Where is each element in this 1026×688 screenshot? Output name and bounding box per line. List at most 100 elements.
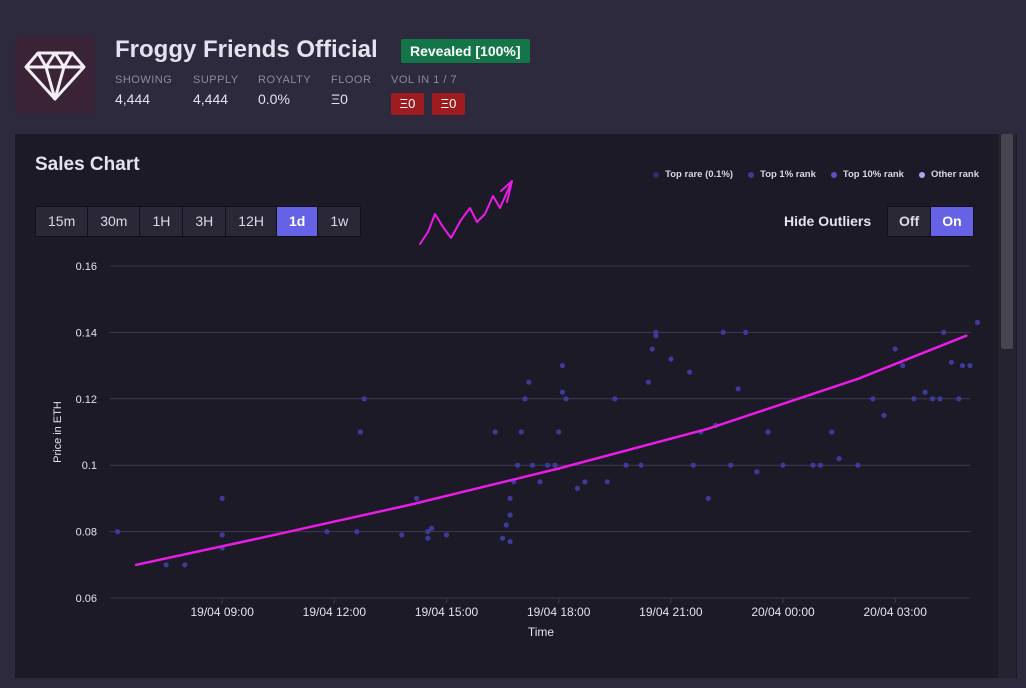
sale-point[interactable]: [911, 396, 917, 402]
x-tick-label: 19/04 15:00: [415, 605, 479, 619]
sale-point[interactable]: [515, 462, 521, 468]
sale-point[interactable]: [765, 429, 771, 435]
stat-supply: SUPPLY 4,444: [193, 74, 239, 107]
x-tick-label: 20/04 03:00: [864, 605, 928, 619]
sale-point[interactable]: [507, 539, 513, 545]
sale-point[interactable]: [687, 369, 693, 375]
legend-item-top-rare[interactable]: Top rare (0.1%): [653, 169, 733, 180]
sale-point[interactable]: [705, 495, 711, 501]
sale-point[interactable]: [522, 396, 528, 402]
sale-point[interactable]: [937, 396, 943, 402]
sale-point[interactable]: [754, 469, 760, 475]
sale-point[interactable]: [892, 346, 898, 352]
outliers-off-button[interactable]: Off: [888, 207, 932, 236]
stat-showing: SHOWING 4,444: [115, 74, 172, 107]
stat-value: Ξ0: [331, 91, 348, 107]
hand-drawn-arrow-annotation: [419, 180, 513, 245]
sale-point[interactable]: [425, 529, 431, 535]
sale-point[interactable]: [967, 363, 973, 369]
sale-point[interactable]: [563, 396, 569, 402]
stat-value: 4,444: [193, 91, 229, 107]
sale-point[interactable]: [959, 363, 966, 369]
sale-point[interactable]: [638, 462, 644, 468]
sale-point[interactable]: [443, 532, 450, 538]
sale-point[interactable]: [114, 529, 121, 535]
sale-point[interactable]: [941, 329, 947, 335]
timeframe-button-15m[interactable]: 15m: [36, 207, 89, 236]
sale-point[interactable]: [361, 396, 367, 402]
sale-point[interactable]: [574, 485, 581, 491]
sale-point[interactable]: [870, 396, 876, 402]
sale-point[interactable]: [500, 535, 506, 541]
sale-point[interactable]: [690, 462, 696, 468]
sale-point[interactable]: [974, 319, 981, 325]
sale-point[interactable]: [544, 462, 551, 468]
sale-point[interactable]: [399, 532, 405, 538]
sale-point[interactable]: [922, 389, 928, 395]
sale-point[interactable]: [649, 346, 655, 352]
sale-point[interactable]: [623, 462, 629, 468]
sale-point[interactable]: [163, 562, 169, 568]
sale-point[interactable]: [507, 495, 513, 501]
sale-point[interactable]: [604, 479, 610, 485]
sale-point[interactable]: [810, 462, 816, 468]
sale-point[interactable]: [429, 525, 435, 531]
timeframe-button-1w[interactable]: 1w: [318, 207, 361, 236]
scrollbar-thumb[interactable]: [1001, 134, 1013, 349]
timeframe-button-3h[interactable]: 3H: [183, 207, 227, 236]
sale-point[interactable]: [735, 386, 741, 392]
sale-point[interactable]: [855, 462, 861, 468]
sale-point[interactable]: [900, 363, 906, 369]
sale-point[interactable]: [930, 396, 936, 402]
timeframe-button-1d[interactable]: 1d: [276, 207, 319, 236]
sale-point[interactable]: [817, 462, 824, 468]
sale-point[interactable]: [182, 562, 188, 568]
sale-point[interactable]: [559, 389, 566, 395]
sale-point[interactable]: [219, 532, 225, 538]
sale-point[interactable]: [881, 412, 887, 418]
sale-point[interactable]: [507, 512, 513, 518]
sale-point[interactable]: [829, 429, 835, 435]
sale-point[interactable]: [653, 333, 659, 339]
sale-point[interactable]: [425, 535, 431, 541]
sale-point[interactable]: [948, 359, 954, 365]
timeframe-button-1h[interactable]: 1H: [140, 207, 184, 236]
x-axis-title: Time: [528, 625, 555, 639]
outliers-on-button[interactable]: On: [931, 207, 973, 236]
sale-point[interactable]: [324, 529, 330, 535]
legend-label: Top 10% rank: [842, 169, 904, 180]
sale-point[interactable]: [354, 529, 360, 535]
vertical-scrollbar[interactable]: [998, 134, 1016, 678]
legend-item-top-10[interactable]: Top 10% rank: [830, 169, 904, 180]
collection-title: Froggy Friends Official: [115, 36, 378, 63]
panel-title: Sales Chart: [35, 154, 140, 175]
sale-point[interactable]: [582, 479, 588, 485]
sale-point[interactable]: [556, 429, 562, 435]
sale-point[interactable]: [537, 479, 543, 485]
sale-point[interactable]: [357, 429, 364, 435]
sale-point[interactable]: [645, 379, 652, 385]
sale-point[interactable]: [219, 495, 225, 501]
sale-point[interactable]: [743, 329, 749, 335]
x-tick-label: 19/04 09:00: [190, 605, 254, 619]
sale-point[interactable]: [492, 429, 498, 435]
sale-point[interactable]: [414, 495, 420, 501]
legend-dot: [918, 171, 925, 178]
sale-point[interactable]: [668, 356, 674, 362]
sale-point[interactable]: [720, 329, 726, 335]
sale-point[interactable]: [612, 396, 618, 402]
sale-point[interactable]: [503, 522, 509, 528]
sale-point[interactable]: [956, 396, 962, 402]
sale-point[interactable]: [552, 462, 558, 468]
sale-point[interactable]: [836, 456, 842, 462]
sale-point[interactable]: [728, 462, 734, 468]
timeframe-button-12h[interactable]: 12H: [226, 207, 277, 236]
sale-point[interactable]: [529, 462, 536, 468]
legend-item-other[interactable]: Other rank: [918, 169, 979, 180]
sale-point[interactable]: [526, 379, 532, 385]
sale-point[interactable]: [780, 462, 786, 468]
sale-point[interactable]: [559, 363, 566, 369]
sale-point[interactable]: [518, 429, 524, 435]
timeframe-button-30m[interactable]: 30m: [88, 207, 141, 236]
legend-item-top-1[interactable]: Top 1% rank: [748, 169, 816, 180]
